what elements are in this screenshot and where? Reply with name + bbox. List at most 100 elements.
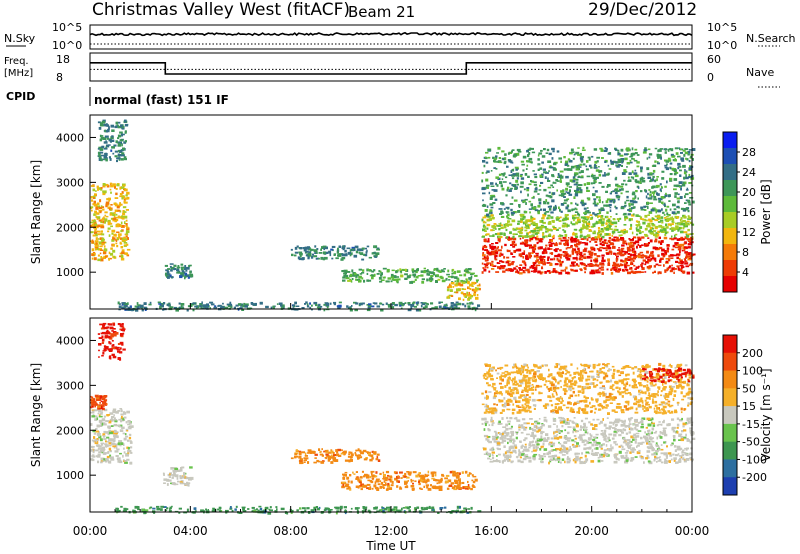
power-cell [618, 264, 620, 268]
power-cell [177, 265, 180, 268]
power-cell [159, 306, 162, 309]
power-cell [169, 265, 172, 268]
power-cell [538, 152, 543, 155]
power-cell [116, 231, 120, 233]
velocity-cell [189, 466, 193, 469]
velocity-cell [95, 455, 98, 458]
power-cell [318, 303, 321, 307]
power-cell [555, 228, 559, 231]
power-cell [443, 304, 448, 307]
power-cell [484, 265, 487, 268]
velocity-cell [109, 357, 112, 360]
power-cell [338, 301, 342, 304]
velocity-cell [556, 457, 561, 461]
power-cell [647, 214, 650, 216]
velocity-cell [389, 476, 393, 479]
power-cell [165, 269, 169, 272]
power-cell [520, 181, 524, 185]
power-cell [569, 151, 573, 155]
power-cell [589, 217, 593, 220]
power-cell [583, 235, 587, 239]
power-cell [399, 268, 402, 271]
velocity-cell [102, 418, 105, 420]
power-cell [598, 238, 602, 240]
velocity-cell [304, 452, 307, 455]
power-cell [538, 201, 542, 205]
power-cell [649, 180, 652, 183]
power-cell [616, 218, 620, 221]
power-cell [418, 275, 421, 277]
power-cell [99, 148, 104, 151]
velocity-cell [583, 443, 587, 446]
velocity-cell [513, 444, 517, 448]
power-cell [119, 252, 122, 255]
power-cell [320, 248, 322, 251]
velocity-cell [98, 349, 100, 352]
power-cell [664, 194, 668, 197]
power-cell [368, 305, 372, 307]
power-cell [619, 185, 624, 188]
power-cell [336, 251, 339, 254]
power-cell [99, 151, 104, 154]
power-cell [91, 223, 94, 227]
power-cell [272, 305, 275, 308]
power-cell [547, 195, 551, 198]
power-cell [530, 270, 533, 273]
velocity-cell [366, 475, 370, 479]
power-cell [669, 148, 671, 150]
power-cell [534, 236, 537, 239]
velocity-cell [485, 438, 488, 441]
power-cell [494, 250, 498, 252]
velocity-cell [680, 438, 684, 442]
velocity-cell [566, 452, 569, 455]
velocity-cell [625, 457, 630, 461]
power-cell [621, 253, 625, 256]
power-cell [123, 238, 128, 240]
power-cell [186, 309, 189, 312]
power-cell [637, 236, 641, 239]
power-cell [496, 184, 499, 187]
velocity-cell [299, 461, 303, 465]
velocity-cell [350, 451, 353, 454]
velocity-cell [382, 486, 385, 489]
power-cell [526, 268, 530, 272]
velocity-cell [532, 434, 537, 438]
power-cell [127, 302, 129, 305]
velocity-cell [511, 438, 515, 441]
power-cell [101, 120, 106, 124]
velocity-cell [90, 449, 94, 452]
power-cell [325, 303, 328, 305]
velocity-cell [453, 485, 456, 488]
power-cell [532, 263, 536, 267]
power-cell [571, 209, 574, 212]
velocity-cell [321, 454, 324, 457]
power-cell [94, 231, 98, 234]
velocity-cell [109, 348, 113, 350]
power-cell [539, 238, 544, 241]
power-cell [397, 269, 399, 272]
power-cell [615, 228, 619, 232]
power-cell [684, 148, 689, 151]
velocity-cell [121, 323, 124, 326]
power-cell [345, 253, 348, 255]
power-cell [565, 256, 569, 259]
power-cell [670, 148, 674, 152]
velocity-cell [523, 448, 527, 452]
power-cell [545, 152, 549, 154]
power-cell [121, 217, 125, 220]
power-cell [91, 253, 95, 256]
power-cell [580, 160, 584, 163]
velocity-cell [115, 455, 119, 457]
power-cell [124, 221, 126, 225]
power-cell [467, 268, 472, 271]
power-cell [656, 193, 660, 196]
power-cell [660, 156, 662, 160]
power-cell [640, 177, 644, 180]
power-cell [690, 155, 693, 158]
power-cell [123, 200, 126, 204]
power-cell [568, 193, 573, 196]
power-cell [689, 197, 694, 199]
power-cell [610, 268, 613, 271]
power-cell [687, 151, 691, 154]
power-cell [541, 217, 543, 220]
